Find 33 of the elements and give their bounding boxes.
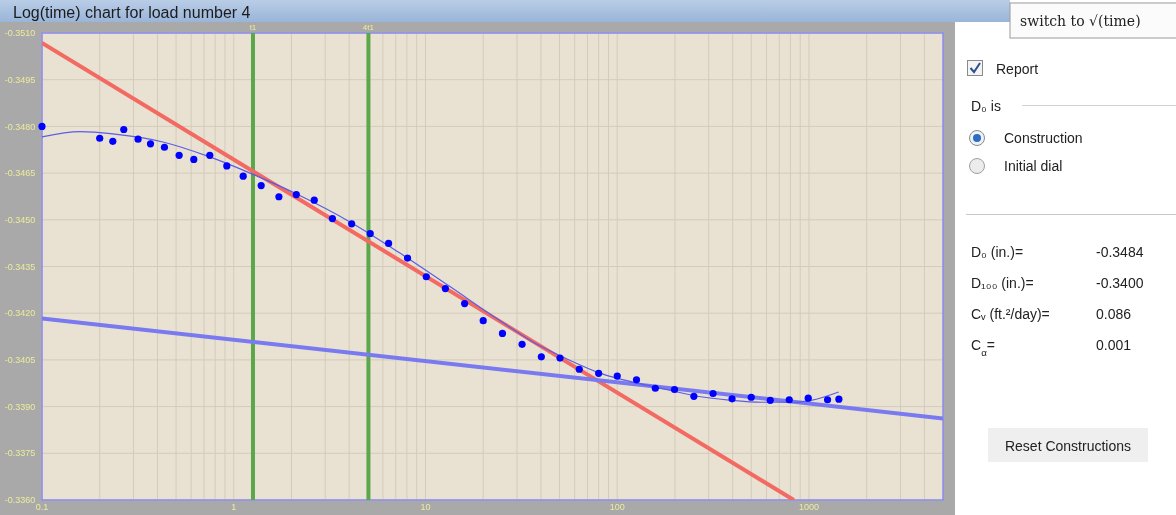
x-tick-label: 10 — [420, 502, 431, 512]
y-tick-label: -0.3435 — [4, 261, 36, 272]
y-tick-label: -0.3405 — [4, 355, 36, 366]
ref-line-label: t1 — [249, 23, 257, 32]
y-tick-label: -0.3390 — [4, 401, 36, 412]
text: D₀ is — [971, 98, 1001, 114]
x-tick-label: 100 — [609, 502, 625, 512]
text: Report — [996, 61, 1039, 77]
text: -0.3400 — [1096, 275, 1144, 291]
x-tick-label: 1000 — [798, 502, 819, 512]
text: D₀ (in.)= — [971, 244, 1024, 260]
text: 0.086 — [1096, 306, 1132, 322]
chart-title: Log(time) chart for load number 4 — [13, 4, 251, 21]
text: Reset Constructions — [1004, 438, 1132, 454]
y-tick-label: -0.3465 — [4, 168, 36, 179]
text: Initial dial — [1004, 158, 1063, 174]
y-tick-label: -0.3420 — [4, 308, 36, 319]
ref-line-label: 4t1 — [362, 23, 375, 32]
y-tick-label: -0.3495 — [4, 74, 36, 85]
x-tick-label: 1 — [231, 502, 237, 512]
y-tick-label: -0.3375 — [4, 448, 36, 459]
text: C$_{α}$= — [971, 337, 995, 358]
y-tick-label: -0.3510 — [4, 28, 36, 39]
text: Construction — [1004, 130, 1083, 146]
text: 0.001 — [1096, 337, 1132, 353]
text: D₁₀₀ (in.)= — [971, 275, 1034, 291]
text: switch to √(time) — [1020, 13, 1141, 29]
y-tick-label: -0.3480 — [4, 121, 36, 132]
y-tick-label: -0.3450 — [4, 214, 36, 225]
x-tick-label: 0.1 — [35, 502, 49, 512]
text: Cᵥ (ft.²/day)= — [971, 306, 1050, 322]
y-tick-label: -0.3360 — [4, 495, 36, 506]
text: -0.3484 — [1096, 244, 1144, 260]
